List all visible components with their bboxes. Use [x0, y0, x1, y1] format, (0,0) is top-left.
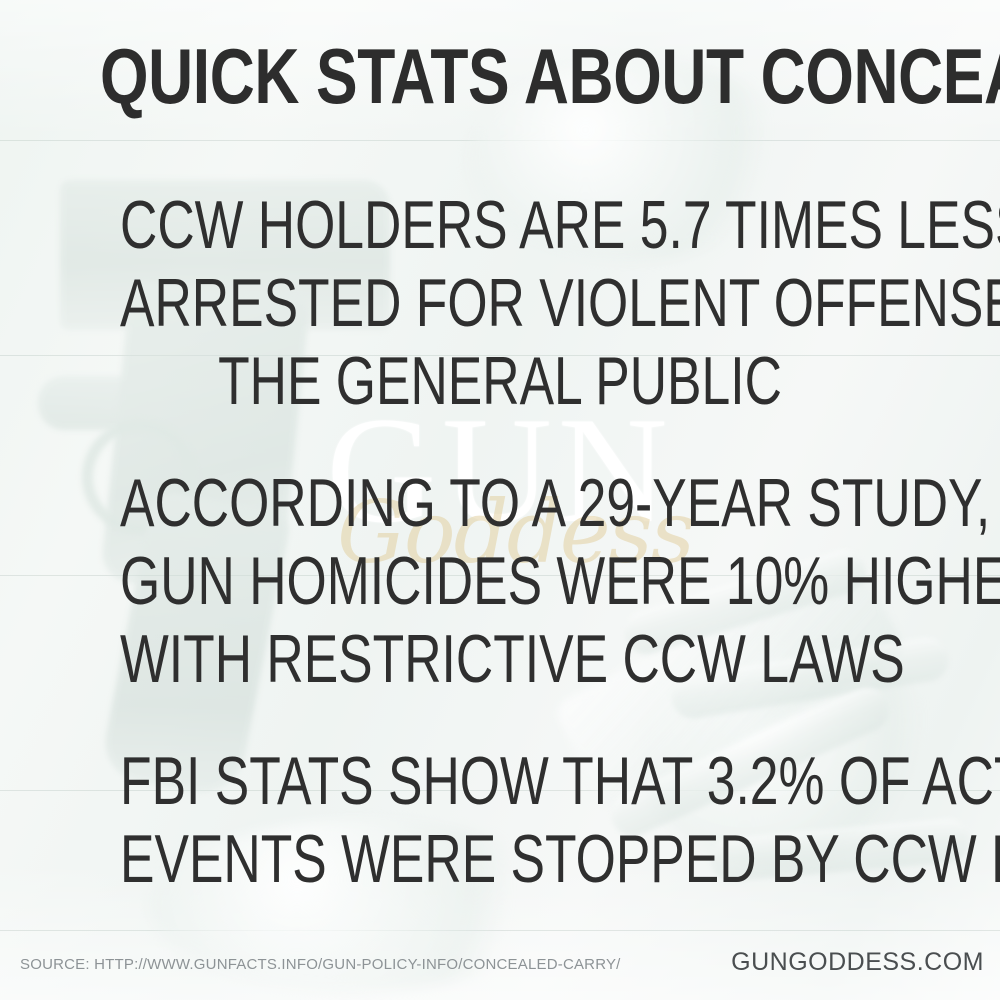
source-citation: SOURCE: HTTP://WWW.GUNFACTS.INFO/GUN-POL…	[20, 956, 621, 973]
stat-line: ACCORDING TO A 29-YEAR STUDY,	[120, 465, 991, 541]
page-title: QUICK STATS ABOUT CONCEALED CARRY	[100, 32, 1000, 120]
stat-block: FBI STATS SHOW THAT 3.2% OF ACTIVE SHOOT…	[0, 742, 1000, 898]
brand-url[interactable]: GUNGODDESS.COM	[731, 948, 984, 976]
stat-line: FBI STATS SHOW THAT 3.2% OF ACTIVE SHOOT…	[120, 743, 1000, 819]
stat-line: WITH RESTRICTIVE CCW LAWS	[120, 621, 905, 697]
stat-line: ARRESTED FOR VIOLENT OFFENSES THAN	[120, 265, 1000, 341]
poster-footer: SOURCE: HTTP://WWW.GUNFACTS.INFO/GUN-POL…	[0, 940, 1000, 1000]
stat-block: CCW HOLDERS ARE 5.7 TIMES LESS LIKELY TO…	[0, 186, 1000, 420]
stat-line: THE GENERAL PUBLIC	[218, 343, 782, 419]
stats-list: CCW HOLDERS ARE 5.7 TIMES LESS LIKELY TO…	[0, 186, 1000, 898]
stat-block: ACCORDING TO A 29-YEAR STUDY, GUN HOMICI…	[0, 464, 1000, 698]
stat-line: EVENTS WERE STOPPED BY CCW HOLDERS	[120, 821, 1000, 897]
stat-line: CCW HOLDERS ARE 5.7 TIMES LESS LIKELY TO…	[120, 187, 1000, 263]
stat-line: GUN HOMICIDES WERE 10% HIGHER IN STATES	[120, 543, 1000, 619]
